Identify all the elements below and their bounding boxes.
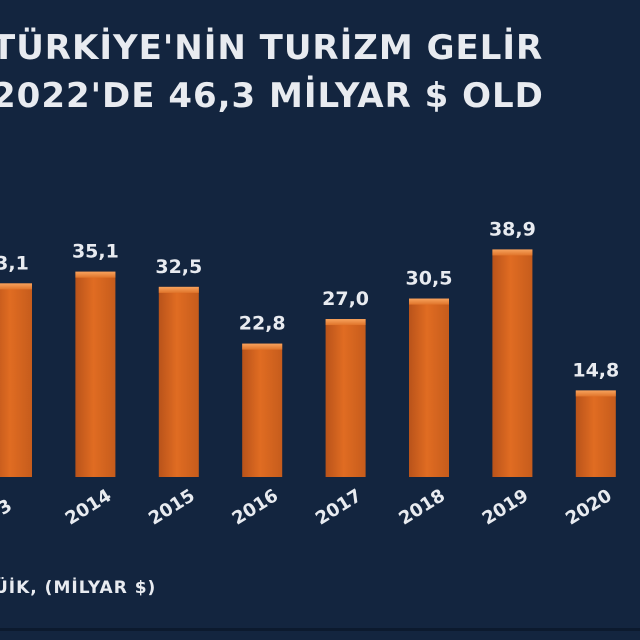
bar-2015 xyxy=(158,286,199,477)
chart-title-line1: TÜRKİYE'NİN TURİZM GELİR xyxy=(0,28,544,68)
value-label-2016: 22,8 xyxy=(239,313,286,335)
bar-cap-2016 xyxy=(242,343,283,350)
value-label-2017: 27,0 xyxy=(322,288,369,310)
bar-3 xyxy=(0,283,32,477)
value-label-3: 3,1 xyxy=(0,252,29,274)
x-tick-label-2017: 2017 xyxy=(312,485,366,529)
value-label-2015: 32,5 xyxy=(155,256,202,278)
bar-2019 xyxy=(492,249,533,477)
bar-cap-2019 xyxy=(492,249,533,256)
bottom-divider xyxy=(0,628,640,631)
x-tick-label-2016: 2016 xyxy=(228,485,282,529)
source-note: ÜİK, (MİLYAR $) xyxy=(0,578,157,598)
value-label-2018: 30,5 xyxy=(406,268,453,290)
bar-cap-2020 xyxy=(575,390,616,397)
x-tick-label-2018: 2018 xyxy=(395,485,449,529)
x-tick-label-3: 3 xyxy=(0,495,16,519)
x-tick-label-2015: 2015 xyxy=(145,485,199,529)
bar-cap-3 xyxy=(0,283,32,290)
bar-2017 xyxy=(325,319,366,477)
x-tick-label-2019: 2019 xyxy=(479,485,533,529)
bar-cap-2015 xyxy=(158,286,199,293)
bar-cap-2018 xyxy=(409,298,449,305)
value-label-2014: 35,1 xyxy=(72,241,119,263)
bar-2016 xyxy=(242,343,283,477)
bar-cap-2017 xyxy=(325,319,366,326)
x-tick-label-2020: 2020 xyxy=(562,485,616,529)
value-label-2019: 38,9 xyxy=(489,218,536,240)
bar-2020 xyxy=(575,390,616,477)
x-tick-label-2014: 2014 xyxy=(62,485,116,529)
bar-cap-2014 xyxy=(75,271,116,278)
bar-2014 xyxy=(75,271,116,477)
chart-title-line2: 2022'DE 46,3 MİLYAR $ OLD xyxy=(0,76,544,116)
value-label-2020: 14,8 xyxy=(572,359,619,381)
bar-2018 xyxy=(409,298,449,477)
